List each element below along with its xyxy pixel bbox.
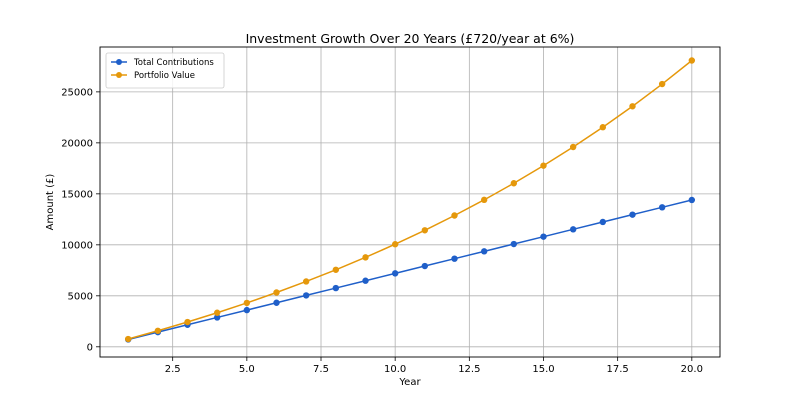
- grid: [100, 47, 720, 357]
- series-2: [124, 57, 696, 343]
- series-1: [124, 196, 696, 343]
- y-tick-label: 0: [87, 342, 93, 353]
- data-point: [540, 233, 547, 240]
- data-point: [421, 262, 429, 270]
- legend: Total Contributions Portfolio Value: [105, 52, 225, 89]
- data-point: [510, 240, 518, 248]
- data-point: [629, 103, 636, 110]
- legend-entry: Portfolio Value: [111, 71, 195, 81]
- data-point: [243, 306, 251, 314]
- data-point: [391, 270, 399, 277]
- data-point: [243, 299, 251, 307]
- x-tick-label: 2.5: [165, 364, 181, 375]
- data-point: [510, 180, 518, 187]
- data-point: [480, 196, 488, 204]
- data-point: [599, 124, 607, 131]
- data-point: [302, 292, 310, 299]
- chart-title: Investment Growth Over 20 Years (£720/ye…: [246, 31, 575, 46]
- legend-marker: [116, 72, 122, 78]
- legend-label: Portfolio Value: [134, 71, 195, 81]
- data-point: [302, 278, 310, 285]
- data-point: [540, 162, 547, 169]
- data-point: [213, 314, 221, 321]
- data-point: [421, 227, 429, 234]
- x-tick-label: 7.5: [313, 364, 329, 375]
- data-point: [362, 277, 369, 284]
- series-line: [127, 199, 693, 341]
- x-tick-label: 10.0: [384, 364, 406, 375]
- data-point: [629, 211, 636, 218]
- x-axis-title: Year: [398, 377, 421, 388]
- data-point: [480, 248, 488, 255]
- data-point: [569, 143, 577, 151]
- y-tick-label: 15000: [61, 189, 93, 200]
- data-point: [688, 196, 696, 204]
- legend-marker: [116, 59, 122, 65]
- y-tick-label: 25000: [61, 87, 93, 98]
- y-tick-label: 10000: [61, 240, 93, 251]
- x-tick-label: 20.0: [681, 364, 703, 375]
- y-tick-label: 20000: [61, 138, 93, 149]
- data-point: [658, 204, 666, 211]
- legend-label: Total Contributions: [133, 58, 214, 68]
- data-point: [658, 80, 666, 88]
- y-tick-label: 5000: [68, 291, 93, 302]
- data-point: [569, 226, 577, 233]
- data-point: [688, 57, 696, 64]
- data-point: [599, 218, 607, 226]
- data-point: [184, 318, 191, 326]
- data-point: [451, 212, 458, 219]
- legend-box: [105, 52, 225, 89]
- x-tick-label: 17.5: [607, 364, 629, 375]
- x-tick-label: 5.0: [239, 364, 255, 375]
- x-tick-label: 12.5: [458, 364, 480, 375]
- legend-entry: Total Contributions: [111, 58, 214, 68]
- y-axis-ticks: 0 5000 10000 15000 20000 25000: [61, 87, 100, 353]
- plot-area-frame: [99, 46, 721, 358]
- data-point: [362, 254, 369, 261]
- data-point: [332, 266, 340, 273]
- series-line: [127, 59, 693, 340]
- data-point: [451, 255, 458, 262]
- data-point: [391, 241, 399, 248]
- data-point: [273, 289, 280, 296]
- data-point: [273, 299, 280, 306]
- data-point: [154, 327, 162, 334]
- data-point: [332, 284, 340, 292]
- x-axis-ticks: 2.5 5.0 7.5 10.0 12.5 15.0 17.5 20.0: [165, 357, 703, 375]
- y-axis-title: Amount (£): [45, 174, 56, 231]
- data-point: [213, 309, 221, 316]
- data-point: [124, 335, 132, 343]
- series-layer: [124, 57, 696, 343]
- x-tick-label: 15.0: [532, 364, 554, 375]
